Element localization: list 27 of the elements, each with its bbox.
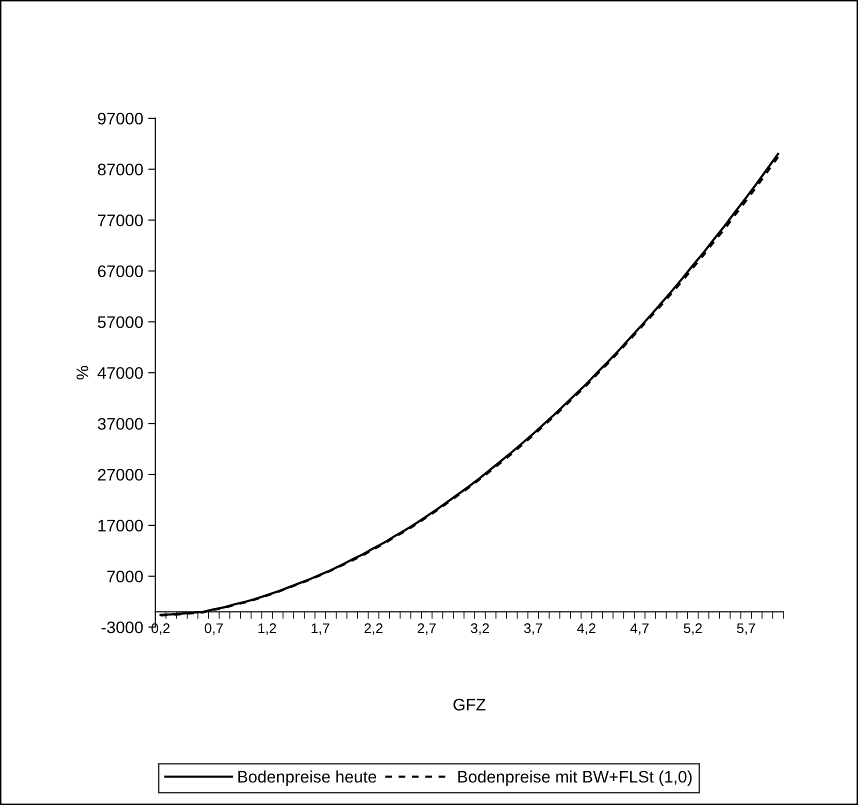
legend-label: Bodenpreise heute (238, 770, 376, 786)
legend-label: Bodenpreise mit BW+FLSt (1,0) (458, 770, 692, 786)
y-tick-label: 27000 (98, 468, 143, 481)
x-tick-label: 2,2 (364, 623, 382, 635)
y-tick-label: -3000 (102, 621, 143, 634)
x-axis-title: GFZ (454, 698, 486, 711)
x-tick-label: 5,7 (737, 623, 756, 635)
y-axis-title: % (76, 366, 88, 380)
x-tick-label: 1,7 (312, 623, 330, 635)
x-tick-label: 2,7 (418, 623, 436, 635)
x-tick-label: 5,2 (684, 623, 702, 635)
y-tick-label: 97000 (98, 112, 143, 125)
x-tick-label: 4,7 (630, 623, 649, 635)
y-tick-label: 77000 (98, 214, 143, 226)
y-tick-label: 67000 (98, 265, 143, 278)
y-tick-label: 7000 (107, 570, 143, 582)
x-tick-label: 3,2 (470, 623, 489, 635)
y-tick-label: 47000 (98, 367, 143, 379)
x-tick-label: 0,2 (152, 623, 170, 635)
x-tick-label: 4,2 (577, 623, 596, 635)
x-tick-label: 0,7 (204, 623, 223, 635)
y-tick-label: 57000 (98, 316, 143, 328)
x-tick-label: 1,2 (258, 623, 276, 635)
y-tick-label: 17000 (98, 520, 143, 532)
y-tick-label: 87000 (98, 164, 143, 176)
y-tick-label: 37000 (98, 418, 143, 430)
x-tick-label: 3,7 (524, 623, 542, 635)
